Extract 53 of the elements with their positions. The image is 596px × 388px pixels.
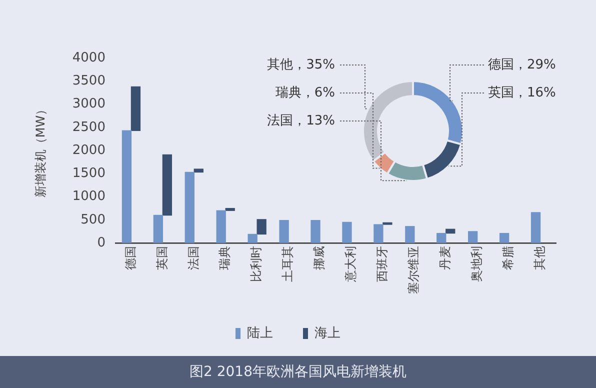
bar — [153, 214, 164, 243]
x-tick-label: 挪威 — [312, 246, 326, 270]
bar — [216, 210, 226, 243]
bar — [446, 228, 456, 234]
bar — [184, 172, 194, 243]
bar — [194, 168, 204, 173]
bar — [122, 130, 132, 243]
x-tick-label: 丹麦 — [438, 246, 452, 270]
bar — [436, 232, 446, 243]
bar — [225, 208, 235, 211]
x-tick-label: 意大利 — [344, 246, 358, 283]
x-tick-label: 英国 — [154, 246, 169, 270]
bar — [162, 154, 172, 216]
legend-label: 陆上 — [247, 326, 273, 341]
x-tick-label: 西班牙 — [375, 246, 390, 282]
y-tick-label: 3500 — [72, 74, 106, 88]
y-tick-label: 1000 — [72, 189, 106, 204]
bar — [130, 86, 141, 131]
bar — [530, 212, 541, 243]
x-tick-label: 塞尔维亚 — [406, 246, 421, 294]
y-tick-label: 0 — [97, 235, 106, 250]
y-tick-label: 500 — [80, 212, 106, 228]
slice-label: 德国，29% — [488, 57, 556, 72]
bar — [468, 231, 478, 243]
x-tick-label: 奥地利 — [469, 246, 484, 282]
y-tick-label: 2500 — [72, 120, 106, 135]
bar — [499, 232, 510, 243]
x-tick-label: 其他 — [532, 246, 546, 270]
bar — [374, 224, 384, 243]
x-tick-label: 希腊 — [500, 246, 515, 270]
slice-label: 瑞典，6% — [275, 85, 335, 100]
slice-label: 其他，35% — [267, 57, 335, 72]
x-tick-label: 比利时 — [249, 246, 264, 282]
bar — [405, 226, 415, 243]
y-tick-label: 2000 — [72, 142, 106, 158]
text: 图2 2018年欧洲各国风电新增装机 — [0, 356, 596, 388]
x-tick-label: 德国 — [123, 246, 138, 270]
y-axis-title: 新增装机（MW） — [33, 103, 48, 198]
bar — [382, 222, 392, 225]
bar — [248, 234, 258, 243]
slice-label: 法国，13% — [267, 113, 335, 128]
y-tick-label: 4000 — [72, 50, 106, 66]
y-tick-label: 3000 — [72, 96, 106, 112]
y-tick-label: 1500 — [72, 166, 106, 181]
bar — [310, 220, 320, 243]
x-tick-label: 法国 — [186, 246, 200, 270]
legend-label: 海上 — [314, 326, 340, 341]
x-tick-label: 土耳其 — [280, 246, 295, 282]
x-tick-label: 瑞典 — [218, 246, 232, 270]
bar — [256, 219, 266, 235]
bar — [342, 222, 352, 243]
slice-label: 英国，16% — [488, 85, 556, 100]
bar — [279, 220, 289, 243]
